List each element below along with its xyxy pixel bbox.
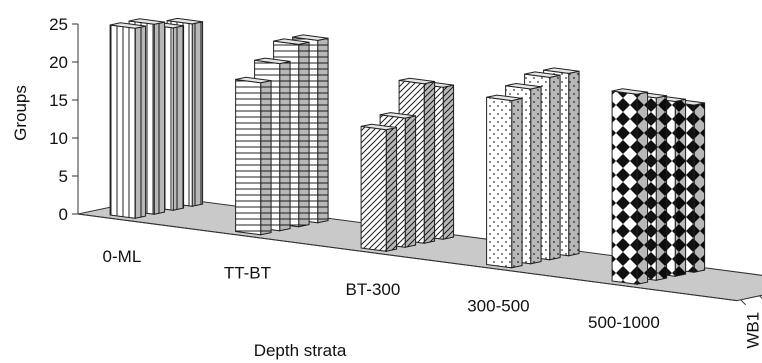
category-label: 0-ML — [103, 247, 142, 266]
bar-top — [398, 77, 435, 85]
bars — [109, 17, 706, 285]
bar-front — [611, 90, 638, 285]
labels: 0-MLTT-BTBT-300300-500500-1000WB1WB2WB3W… — [11, 85, 762, 360]
bar-side-shade — [298, 42, 310, 227]
x-axis-line — [77, 213, 737, 302]
bar-side-shade — [424, 81, 435, 244]
bar-top — [292, 34, 329, 41]
y-tick-label: 20 — [49, 53, 68, 72]
y-tick-label: 0 — [59, 205, 68, 224]
bar-top — [273, 38, 310, 45]
category-label: 300-500 — [467, 296, 529, 315]
y-tick-label: 25 — [49, 15, 68, 34]
series-label: WB1 — [744, 312, 762, 349]
bar-top — [505, 82, 542, 90]
category-label: TT-BT — [224, 263, 271, 282]
y-tick-label: 15 — [49, 91, 68, 110]
depth-tick — [759, 295, 762, 299]
bar-side-shade — [173, 25, 184, 211]
bar-side-shade — [279, 61, 291, 231]
bar-side-shade — [637, 92, 648, 285]
bar-side-shade — [192, 21, 203, 207]
bar-side-shade — [260, 80, 272, 235]
category-label: BT-300 — [346, 280, 401, 299]
category-label: 500-1000 — [588, 313, 660, 332]
bar-front — [235, 78, 262, 236]
bar-top — [379, 112, 416, 119]
bar-top — [543, 67, 580, 74]
bar-top — [524, 71, 561, 78]
y-axis-label: Groups — [11, 85, 30, 141]
bar-side-shade — [694, 102, 705, 273]
bar-front — [360, 125, 387, 252]
bar-top — [254, 57, 291, 65]
bar-top — [128, 18, 165, 25]
bar-side-shade — [443, 85, 454, 240]
bar-top — [360, 123, 397, 131]
bar-top — [486, 94, 523, 102]
bar-side-shade — [656, 95, 667, 281]
bar-side-shade — [568, 71, 580, 256]
bar-front — [109, 24, 136, 219]
y-tick-label: 10 — [49, 129, 68, 148]
y-tick-label: 5 — [59, 167, 68, 186]
bar — [109, 22, 147, 219]
bar-side-shade — [386, 127, 397, 252]
bar-side-shade — [154, 22, 165, 215]
bar-side-shade — [675, 99, 686, 277]
bar — [360, 123, 398, 252]
bar-top — [611, 88, 648, 95]
bar — [611, 88, 649, 285]
bar-side-shade — [511, 98, 523, 268]
bar-side-shade — [530, 86, 542, 264]
bar-side-shade — [317, 38, 329, 223]
bar-top — [235, 76, 272, 84]
bar-front — [486, 96, 513, 269]
y-axis: 0 5 10 15 20 25 — [49, 15, 79, 224]
x-axis-label: Depth strata — [254, 341, 347, 360]
bar — [235, 76, 272, 236]
depth-tick — [740, 299, 747, 306]
bar — [486, 94, 523, 269]
bar-top — [109, 22, 146, 29]
bar-side-shade — [549, 75, 561, 260]
bar-top — [166, 17, 203, 25]
bar-side-shade — [405, 115, 416, 248]
bar-side-shade — [135, 26, 146, 219]
